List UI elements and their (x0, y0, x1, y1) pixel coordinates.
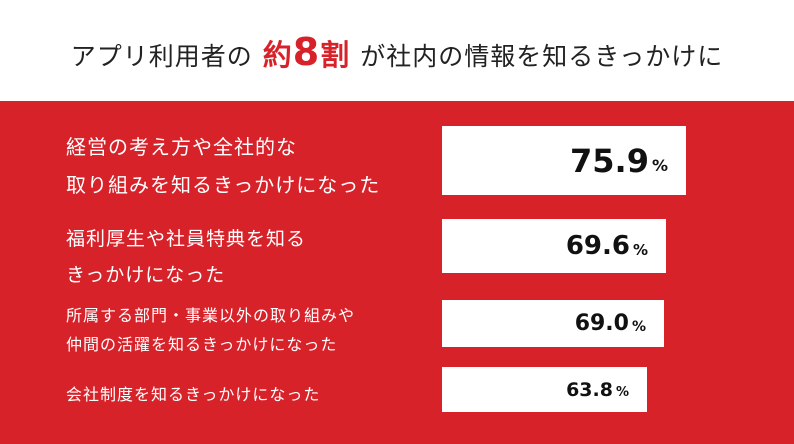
title-highlight-suffix: 割 (320, 37, 351, 72)
category-label-line: 経営の考え方や全社的な (66, 135, 297, 159)
value-number: 63.8 (566, 378, 613, 401)
value-label: 69.6% (566, 219, 648, 273)
category-label-line: 取り組みを知るきっかけになった (66, 173, 381, 197)
value-number: 69.6 (565, 231, 630, 261)
bar (442, 300, 664, 347)
category-label-line: 仲間の活躍を知るきっかけになった (66, 335, 338, 354)
value-label: 69.0% (575, 300, 646, 347)
category-label-line: 福利厚生や社員特典を知る (66, 228, 307, 250)
chart-title: アプリ利用者の 約 8 割 が社内の情報を知るきっかけに (71, 30, 724, 74)
value-unit: % (631, 319, 646, 335)
title-highlight: 約 8 割 (263, 30, 350, 74)
category-label: 会社制度を知るきっかけになった (66, 380, 320, 409)
category-label-line: 所属する部門・事業以外の取り組みや (66, 306, 356, 325)
value-label: 75.9% (570, 126, 668, 195)
value-unit: % (632, 241, 648, 259)
category-label: 経営の考え方や全社的な取り組みを知るきっかけになった (66, 128, 380, 204)
value-unit: % (651, 156, 668, 175)
bar (442, 367, 647, 412)
chart-panel: 経営の考え方や全社的な取り組みを知るきっかけになった 75.9% 福利厚生や社員特典… (0, 101, 794, 444)
bar (442, 126, 686, 195)
value-unit: % (615, 385, 629, 400)
title-highlight-prefix: 約 (262, 37, 293, 72)
value-label: 63.8% (566, 367, 629, 412)
title-highlight-number: 8 (292, 29, 321, 74)
category-label: 福利厚生や社員特典を知る きっかけになった (66, 221, 306, 293)
title-suffix: が社内の情報を知るきっかけに (360, 41, 724, 71)
category-label: 所属する部門・事業以外の取り組みや 仲間の活躍を知るきっかけになった (66, 301, 355, 359)
value-number: 75.9 (570, 141, 649, 180)
title-prefix: アプリ利用者の (70, 41, 253, 71)
category-label-line: 会社制度を知るきっかけになった (66, 385, 321, 404)
header: アプリ利用者の 約 8 割 が社内の情報を知るきっかけに (0, 0, 794, 101)
value-number: 69.0 (574, 311, 629, 336)
category-label-line: きっかけになった (66, 264, 226, 286)
bar (442, 219, 666, 273)
